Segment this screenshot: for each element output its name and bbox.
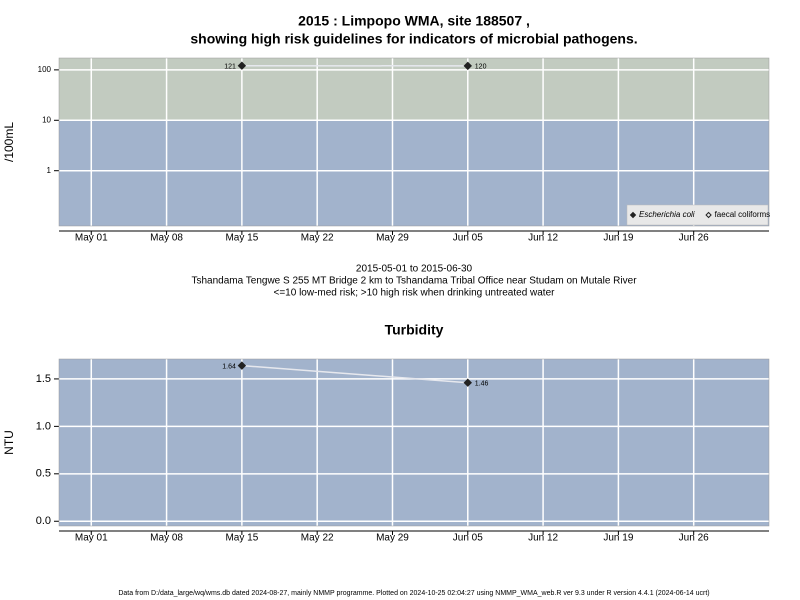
x-tick-label: May 29 bbox=[376, 233, 409, 244]
x-tick-label: Jun 12 bbox=[528, 533, 558, 544]
y-tick-label: 1.5 bbox=[36, 373, 51, 385]
x-tick-label: May 22 bbox=[301, 233, 334, 244]
data-label: 1.64 bbox=[222, 363, 236, 370]
legend-box bbox=[626, 204, 769, 226]
x-tick-label: Jun 19 bbox=[603, 533, 633, 544]
data-point bbox=[237, 361, 247, 370]
x-tick-label: Jun 26 bbox=[679, 233, 709, 244]
x-tick-label: May 15 bbox=[225, 233, 258, 244]
y-tick-label: 100 bbox=[38, 65, 52, 74]
x-tick-label: May 08 bbox=[150, 233, 183, 244]
x-tick-label: May 15 bbox=[225, 533, 258, 544]
data-label: 120 bbox=[475, 64, 487, 71]
data-label: 121 bbox=[224, 64, 236, 71]
x-tick-label: May 29 bbox=[376, 533, 409, 544]
legend-label: Escherichia coli bbox=[639, 210, 695, 219]
y-tick-label: 0.0 bbox=[36, 515, 51, 527]
x-tick-label: Jun 05 bbox=[453, 233, 483, 244]
x-tick-label: Jun 19 bbox=[603, 233, 633, 244]
legend-marker bbox=[705, 211, 712, 219]
plot-frame bbox=[58, 57, 770, 227]
legend-marker bbox=[629, 211, 637, 219]
caption: Tshandama Tengwe S 255 MT Bridge 2 km to… bbox=[191, 276, 637, 287]
data-point bbox=[237, 61, 247, 70]
data-label: 1.46 bbox=[475, 381, 489, 388]
caption: <=10 low-med risk; >10 high risk when dr… bbox=[274, 288, 556, 299]
x-tick-label: Jun 12 bbox=[528, 233, 558, 244]
plot-background bbox=[59, 359, 769, 526]
caption: 2015-05-01 to 2015-06-30 bbox=[356, 264, 473, 275]
y-tick-label: 1.0 bbox=[36, 420, 51, 432]
plot-frame bbox=[58, 358, 770, 527]
y-tick-label: 1 bbox=[47, 166, 52, 175]
y-tick-label: 10 bbox=[42, 115, 51, 124]
series-line bbox=[241, 364, 468, 384]
data-point bbox=[463, 378, 472, 387]
x-tick-label: May 22 bbox=[301, 533, 334, 544]
x-tick-label: Jun 05 bbox=[453, 533, 483, 544]
data-point bbox=[463, 61, 472, 71]
legend-label: faecal coliforms bbox=[715, 210, 771, 219]
x-tick-label: May 08 bbox=[150, 533, 183, 544]
y-tick-label: 0.5 bbox=[36, 468, 51, 480]
chart-title: showing high risk guidelines for indicat… bbox=[190, 31, 637, 47]
y-axis-label: /100mL bbox=[2, 122, 16, 162]
high-risk-band bbox=[59, 58, 769, 121]
y-axis-label: NTU bbox=[2, 430, 16, 455]
footer: Data from D:/data_large/wq/wms.db dated … bbox=[118, 590, 709, 597]
x-tick-label: Jun 26 bbox=[679, 533, 709, 544]
x-tick-label: May 01 bbox=[75, 233, 108, 244]
chart-title: Turbidity bbox=[385, 322, 444, 338]
chart-title: 2015 : Limpopo WMA, site 188507 , bbox=[298, 13, 530, 29]
x-tick-label: May 01 bbox=[75, 533, 108, 544]
